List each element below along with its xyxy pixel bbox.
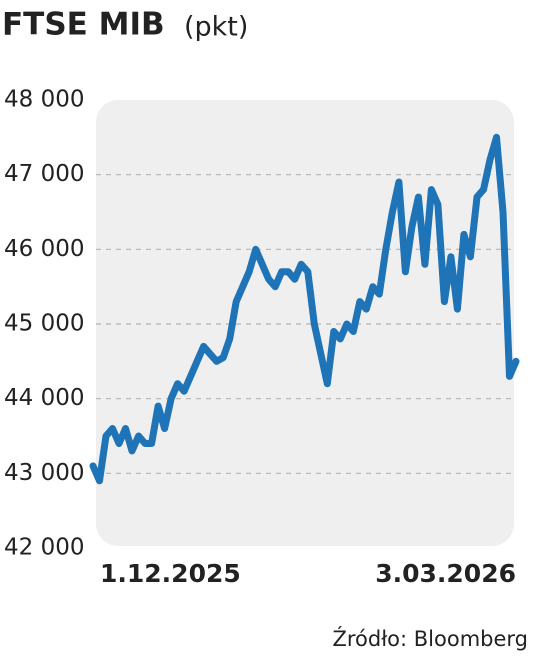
plot-background: [96, 100, 514, 546]
chart-subtitle: (pkt): [184, 12, 248, 43]
y-tick-label: 42 000: [4, 535, 84, 561]
y-tick-label: 43 000: [4, 460, 84, 486]
y-tick-label: 47 000: [4, 161, 84, 187]
source: Źródło: Bloomberg: [332, 626, 528, 651]
chart-title: FTSE MIB: [2, 7, 165, 43]
y-tick-label: 44 000: [4, 385, 84, 411]
x-tick-label: 3.03.2026: [375, 559, 516, 588]
y-tick-label: 48 000: [4, 87, 84, 113]
x-tick-label: 1.12.2025: [100, 559, 241, 588]
data-line: [89, 133, 520, 485]
y-tick-label: 45 000: [4, 311, 84, 337]
y-tick-label: 46 000: [4, 236, 84, 262]
